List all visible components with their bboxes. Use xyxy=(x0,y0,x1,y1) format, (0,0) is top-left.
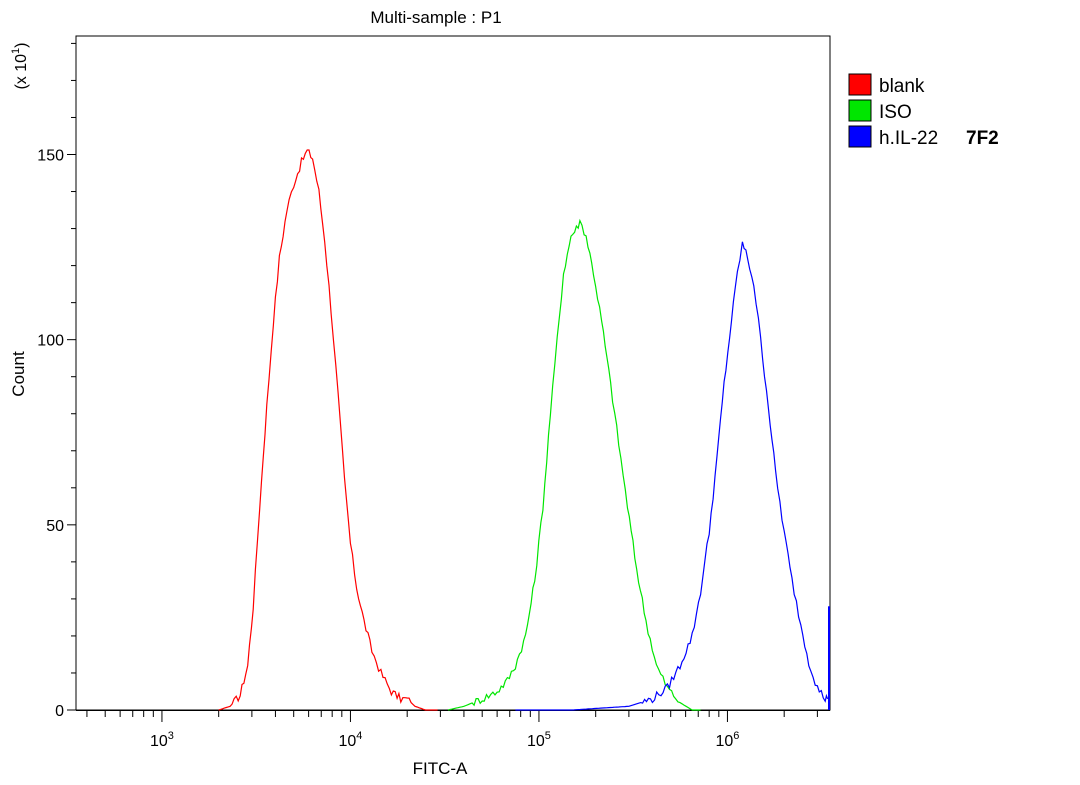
y-tick-label: 150 xyxy=(37,148,64,165)
legend-swatch xyxy=(848,73,872,96)
y-axis-ticks: 0 50 100 150 xyxy=(37,42,76,720)
series-line-iso xyxy=(448,218,701,711)
y-tick-label: 0 xyxy=(55,703,64,720)
x-axis-title: FITC-A xyxy=(413,759,468,778)
legend: blank ISO h.IL-22 7F2 xyxy=(848,73,999,149)
series-line-blank xyxy=(218,149,438,711)
legend-swatch xyxy=(848,125,872,148)
legend-label: ISO xyxy=(879,102,912,123)
chart-title: Multi-sample : P1 xyxy=(370,8,501,27)
legend-label: h.IL-22 xyxy=(879,128,938,149)
x-axis-ticks: 103 104 105 106 xyxy=(76,710,830,750)
y-multiplier-label: (x 101) xyxy=(10,42,30,89)
legend-swatch xyxy=(848,99,872,122)
series-line-h-il-22 xyxy=(515,241,829,711)
series-layer xyxy=(218,149,830,711)
x-tick-label: 104 xyxy=(338,730,362,750)
plot-frame xyxy=(75,35,831,711)
y-tick-label: 100 xyxy=(37,333,64,350)
y-axis-title: Count xyxy=(9,351,28,397)
legend-clone-label: 7F2 xyxy=(966,128,999,149)
y-tick-label: 50 xyxy=(46,518,64,535)
legend-label: blank xyxy=(879,76,925,97)
x-tick-label: 105 xyxy=(527,730,551,750)
svg-text:(x 101): (x 101) xyxy=(10,42,30,89)
x-tick-label: 103 xyxy=(150,730,174,750)
x-tick-label: 106 xyxy=(715,730,739,750)
